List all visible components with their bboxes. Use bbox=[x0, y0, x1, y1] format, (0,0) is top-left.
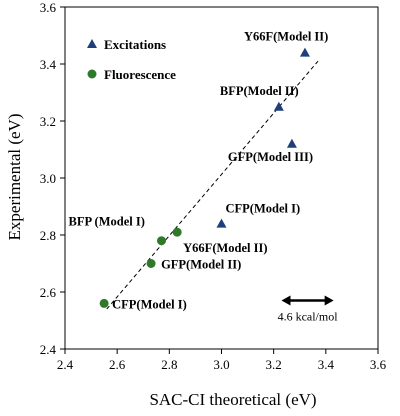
point-triangle-0-0 bbox=[299, 47, 310, 57]
point-label-0-3: CFP(Model I) bbox=[226, 202, 301, 216]
y-tick-label-1: 2.6 bbox=[40, 285, 57, 300]
point-label-1-3: CFP(Model I) bbox=[112, 297, 187, 311]
x-tick-label-4: 3.2 bbox=[266, 357, 282, 372]
point-labels: Y66F(Model II) BFP(Model II) GFP(Model III… bbox=[69, 30, 329, 312]
y-tick-label-4: 3.2 bbox=[40, 114, 56, 129]
point-circle-1-1 bbox=[172, 227, 182, 237]
point-label-0-2: GFP(Model III) bbox=[228, 150, 313, 164]
point-circle-1-0 bbox=[157, 236, 167, 246]
y-tick-label-6: 3.6 bbox=[40, 0, 57, 15]
point-label-0-0: Y66F(Model II) bbox=[244, 30, 328, 44]
legend-label-1: Fluorescence bbox=[104, 67, 176, 82]
y-axis-title: Experimental (eV) bbox=[5, 114, 24, 241]
point-circle-1-3 bbox=[99, 298, 109, 308]
point-triangle-0-3 bbox=[216, 218, 227, 228]
x-axis-title: SAC-CI theoretical (eV) bbox=[149, 390, 316, 409]
fit-line-group bbox=[106, 60, 319, 310]
point-label-1-0: BFP (Model I) bbox=[69, 215, 145, 229]
tick-labels: 2.4 2.6 2.8 3.0 3.2 3.4 3.6 2.4 2.6 2.8 3.0 3.2 3.4 3… bbox=[40, 0, 387, 372]
axes bbox=[60, 6, 379, 354]
x-tick-label-3: 3.0 bbox=[213, 357, 229, 372]
legend-marker-triangle bbox=[87, 39, 97, 48]
data-points bbox=[99, 47, 310, 308]
scale-bar-arrow-right bbox=[324, 295, 334, 306]
point-label-1-1: Y66F(Model II) bbox=[183, 241, 267, 255]
point-label-0-1: BFP(Model II) bbox=[220, 84, 299, 98]
x-tick-label-2: 2.8 bbox=[161, 357, 177, 372]
fit-line bbox=[106, 60, 319, 310]
point-triangle-0-2 bbox=[286, 138, 297, 148]
y-tick-label-3: 3.0 bbox=[40, 171, 56, 186]
legend: Excitations Fluorescence bbox=[87, 37, 176, 82]
legend-label-0: Excitations bbox=[104, 37, 166, 52]
y-tick-label-5: 3.4 bbox=[40, 57, 57, 72]
point-circle-1-2 bbox=[146, 259, 156, 268]
x-tick-label-5: 3.4 bbox=[318, 357, 335, 372]
x-tick-label-1: 2.6 bbox=[109, 357, 126, 372]
scale-bar-group: 4.6 kcal/mol bbox=[278, 295, 339, 324]
legend-marker-circle bbox=[87, 69, 97, 79]
y-tick-label-2: 2.8 bbox=[40, 228, 56, 243]
x-tick-label-0: 2.4 bbox=[57, 357, 74, 372]
scale-bar-label: 4.6 kcal/mol bbox=[278, 310, 339, 324]
y-tick-label-0: 2.4 bbox=[40, 342, 57, 357]
point-label-1-2: GFP(Model II) bbox=[161, 258, 241, 272]
point-triangle-0-1 bbox=[273, 101, 284, 111]
scale-bar-arrow-left bbox=[281, 295, 291, 306]
x-tick-label-6: 3.6 bbox=[370, 357, 387, 372]
